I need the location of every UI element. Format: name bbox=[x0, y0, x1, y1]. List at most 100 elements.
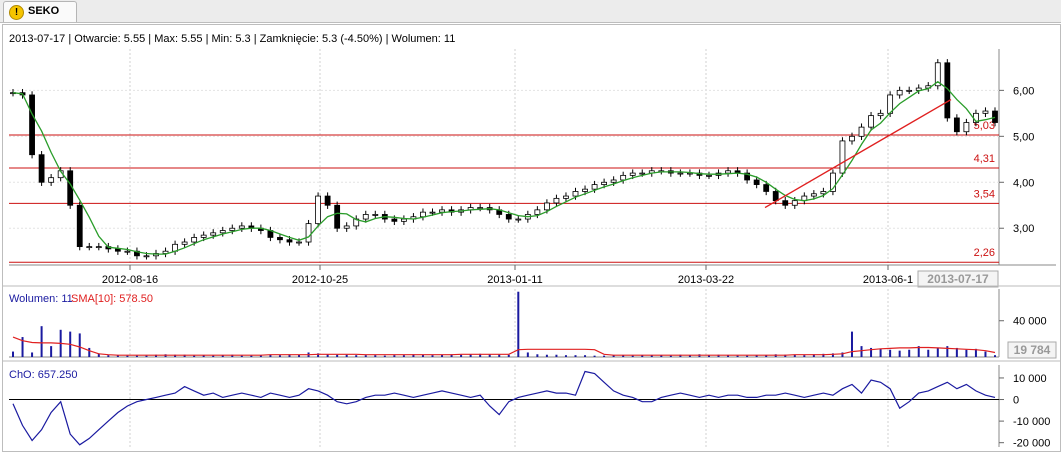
stock-chart-svg[interactable]: 2013-07-17 | Otwarcie: 5.55 | Max: 5.55 … bbox=[3, 25, 1060, 451]
volume-bar bbox=[317, 353, 320, 357]
volume-bar bbox=[221, 355, 224, 357]
volume-bar bbox=[994, 355, 996, 357]
volume-bar bbox=[507, 354, 510, 357]
chart-area[interactable]: 2013-07-17 | Otwarcie: 5.55 | Max: 5.55 … bbox=[2, 24, 1061, 452]
candle-body bbox=[563, 195, 569, 199]
volume-bar bbox=[88, 347, 91, 357]
volume-bar bbox=[984, 351, 987, 357]
volume-bar bbox=[498, 354, 501, 357]
volume-bar bbox=[564, 355, 567, 357]
volume-bar bbox=[31, 352, 34, 357]
volume-bar bbox=[460, 354, 463, 357]
candle-body bbox=[953, 117, 960, 133]
candle-body bbox=[830, 172, 836, 192]
candle-body bbox=[296, 241, 302, 244]
volume-bar bbox=[278, 355, 281, 357]
crosshair-date-label: 2013-07-17 bbox=[927, 272, 989, 286]
candle-body bbox=[782, 200, 789, 206]
volume-bar bbox=[174, 354, 177, 357]
candle-body bbox=[944, 62, 951, 119]
candle-body bbox=[219, 230, 226, 234]
volume-bar bbox=[936, 347, 939, 357]
info-max-label: Max: bbox=[154, 33, 178, 45]
volume-bar bbox=[831, 353, 834, 357]
candle-body bbox=[868, 115, 874, 128]
candle-body bbox=[591, 184, 598, 190]
volume-bar bbox=[746, 355, 749, 357]
volume-bar bbox=[126, 355, 129, 357]
cho-y-tick-label: -10 000 bbox=[1013, 416, 1050, 428]
candle-body bbox=[29, 94, 35, 156]
candle-body bbox=[362, 214, 369, 220]
candle-body bbox=[906, 89, 913, 92]
price-level-label: 2,26 bbox=[974, 247, 995, 259]
candle-body bbox=[992, 110, 998, 123]
candle-body bbox=[849, 135, 855, 142]
candle-body bbox=[429, 211, 436, 214]
volume-bar bbox=[326, 354, 329, 357]
price-y-tick-label: 6,00 bbox=[1013, 85, 1034, 97]
volume-bar bbox=[812, 354, 815, 357]
volume-bar bbox=[717, 354, 720, 357]
candle-body bbox=[95, 246, 102, 249]
candle-body bbox=[725, 170, 731, 174]
volume-bar bbox=[450, 354, 453, 357]
candle-body bbox=[791, 200, 798, 206]
volume-bar bbox=[622, 355, 625, 357]
moving-average-line bbox=[12, 80, 996, 255]
candle-body bbox=[477, 207, 484, 209]
volume-bar bbox=[688, 355, 691, 357]
candle-body bbox=[210, 232, 217, 236]
volume-bar bbox=[955, 347, 958, 357]
volume-bar bbox=[650, 355, 653, 357]
candle-body bbox=[343, 225, 350, 229]
volume-bar bbox=[517, 291, 520, 357]
volume-bar bbox=[250, 355, 253, 357]
candle-body bbox=[229, 227, 236, 231]
volume-current-box bbox=[1007, 341, 1057, 359]
candle-body bbox=[544, 202, 550, 211]
info-open-label: Otwarcie: bbox=[74, 33, 120, 45]
candle-body bbox=[810, 193, 817, 197]
info-close-label: Zamknięcie: bbox=[260, 33, 319, 45]
volume-bar bbox=[660, 355, 663, 357]
cho-line bbox=[12, 370, 996, 446]
price-x-tick-label: 2012-08-16 bbox=[102, 274, 158, 286]
candle-body bbox=[515, 218, 522, 221]
volume-bar bbox=[259, 355, 262, 357]
candle-body bbox=[391, 218, 398, 222]
volume-bar bbox=[78, 333, 81, 357]
volume-bar bbox=[641, 355, 644, 357]
candle-body bbox=[706, 174, 712, 177]
candle-body bbox=[315, 195, 321, 225]
candle-body bbox=[639, 172, 646, 175]
info-max: 5.55 bbox=[181, 33, 202, 45]
price-y-tick-label: 3,00 bbox=[1013, 223, 1034, 235]
volume-bar bbox=[765, 355, 768, 357]
candle-body bbox=[982, 110, 989, 114]
volume-bar bbox=[631, 355, 634, 357]
volume-bar bbox=[889, 349, 892, 357]
cho-y-tick-label: 0 bbox=[1013, 395, 1019, 407]
volume-bar bbox=[135, 355, 138, 357]
volume-bar bbox=[603, 355, 606, 357]
volume-bar bbox=[298, 354, 301, 357]
tab-symbol[interactable]: ! SEKO bbox=[3, 1, 77, 22]
candle-body bbox=[76, 204, 83, 248]
volume-bar bbox=[870, 347, 873, 357]
candle-body bbox=[48, 177, 55, 183]
volume-bar bbox=[155, 354, 158, 357]
candle-body bbox=[277, 237, 283, 241]
volume-bar bbox=[793, 354, 796, 357]
info-line: 2013-07-17 | Otwarcie: 5.55 | Max: 5.55 … bbox=[9, 33, 455, 45]
tab-bar: ! SEKO bbox=[0, 0, 1061, 23]
cho-legend: ChO: 657.250 bbox=[9, 369, 78, 381]
info-open: 5.55 bbox=[124, 33, 145, 45]
warning-icon: ! bbox=[9, 5, 24, 20]
volume-bar bbox=[336, 354, 339, 357]
tab-symbol-label: SEKO bbox=[28, 5, 60, 17]
candle-body bbox=[610, 179, 617, 183]
volume-bar bbox=[412, 354, 415, 357]
candle-body bbox=[238, 225, 245, 229]
